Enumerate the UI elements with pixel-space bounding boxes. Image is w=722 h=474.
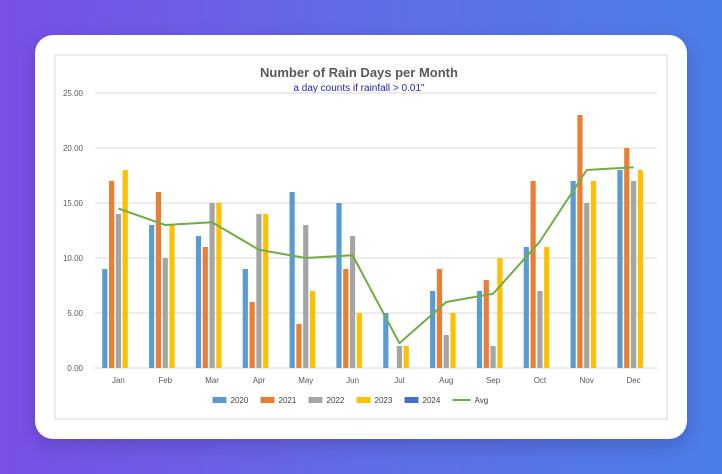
bar-2020-Apr — [242, 269, 248, 368]
chart-card: Number of Rain Days per Month a day coun… — [35, 35, 687, 439]
legend-label-2023: 2023 — [375, 396, 393, 405]
y-tick-label: 20.00 — [63, 144, 84, 153]
bar-2021-Feb — [155, 192, 162, 368]
avg-line — [118, 166, 634, 345]
bar-2022-May — [303, 225, 309, 368]
bar-2022-Jan — [115, 214, 122, 368]
bar-2020-Sep — [476, 291, 483, 368]
bar-2023-Dec — [637, 170, 643, 368]
legend-label-2021: 2021 — [279, 396, 297, 405]
x-tick-label: Apr — [253, 376, 266, 385]
rain-days-chart: Number of Rain Days per Month a day coun… — [54, 54, 668, 420]
bar-2020-Jul — [383, 313, 389, 368]
chart-title: Number of Rain Days per Month — [260, 65, 458, 80]
bar-2023-Apr — [263, 214, 269, 368]
bar-2022-Jul — [396, 346, 403, 368]
y-tick-label: 25.00 — [63, 89, 84, 98]
bar-2022-Mar — [209, 203, 215, 368]
bar-2020-Jun — [336, 203, 342, 368]
bar-2023-Nov — [590, 181, 597, 368]
legend-label-2024: 2024 — [423, 396, 441, 405]
series-line-Avg — [118, 166, 634, 345]
x-tick-label: Nov — [580, 376, 594, 385]
x-tick-label: Oct — [534, 376, 547, 385]
bar-2021-Aug — [436, 269, 443, 368]
x-tick-label: Sep — [486, 376, 501, 385]
bar-2023-Sep — [497, 258, 503, 368]
bar-2022-Dec — [630, 181, 637, 368]
legend: 2020 2021 2022 2023 2024 Avg — [212, 396, 489, 405]
bar-2021-Dec — [624, 148, 630, 368]
legend-swatch-2024 — [404, 397, 419, 403]
bars — [102, 115, 643, 368]
bar-2020-Mar — [195, 236, 202, 368]
x-tick-label: Aug — [439, 376, 453, 385]
x-tick-label: Jun — [346, 376, 359, 385]
bar-2020-Nov — [570, 181, 576, 368]
bar-2020-Feb — [149, 225, 155, 368]
legend-label-2020: 2020 — [231, 396, 249, 405]
chart-subtitle: a day counts if rainfall > 0.01" — [293, 83, 425, 94]
bar-2023-Jul — [403, 346, 409, 368]
bar-2023-Feb — [169, 225, 175, 368]
x-tick-label: Jul — [394, 376, 404, 385]
bar-2021-Apr — [249, 302, 255, 368]
bar-2023-Mar — [216, 203, 222, 368]
y-tick-label: 0.00 — [67, 364, 83, 373]
bar-2021-Mar — [202, 247, 208, 368]
x-tick-label: Dec — [626, 376, 640, 385]
bar-2021-Oct — [530, 181, 536, 368]
y-tick-label: 10.00 — [63, 254, 84, 263]
bar-2022-Jun — [349, 236, 356, 368]
bar-2020-Dec — [617, 170, 623, 368]
gridlines — [95, 92, 657, 369]
bar-2023-Oct — [544, 247, 550, 368]
plot-background — [54, 54, 668, 420]
legend-swatch-2022 — [308, 397, 323, 403]
x-tick-label: May — [298, 376, 313, 385]
bar-2021-Jan — [109, 181, 115, 368]
legend-swatch-2021 — [260, 397, 275, 403]
y-axis: 0.00 5.00 10.00 15.00 20.00 25.00 — [63, 89, 84, 373]
legend-label-2022: 2022 — [327, 396, 345, 405]
bar-2023-Aug — [450, 313, 456, 368]
bar-2020-Oct — [523, 247, 529, 368]
x-tick-label: Jan — [112, 376, 125, 385]
bar-2022-Apr — [256, 214, 262, 368]
x-tick-label: Mar — [205, 376, 219, 385]
bar-2021-Sep — [483, 280, 489, 368]
legend-swatch-2023 — [356, 397, 371, 403]
bar-2021-May — [296, 324, 302, 368]
bar-2022-Nov — [584, 203, 590, 368]
bar-2021-Nov — [577, 115, 583, 368]
bar-2023-May — [309, 291, 316, 368]
bar-2022-Oct — [537, 291, 543, 368]
legend-swatch-2020 — [212, 397, 227, 403]
legend-label-Avg: Avg — [475, 396, 489, 405]
bar-2022-Aug — [443, 335, 449, 368]
bar-2020-Aug — [430, 291, 436, 368]
x-axis: Jan Feb Mar Apr May Jun Jul Aug Sep Oct Nov Dec — [112, 376, 641, 385]
bar-2021-Jun — [343, 269, 349, 368]
y-tick-label: 15.00 — [63, 199, 84, 208]
bar-2020-May — [289, 192, 295, 368]
bar-2022-Sep — [490, 346, 496, 368]
y-tick-label: 5.00 — [67, 309, 83, 318]
bar-2023-Jan — [122, 170, 128, 368]
bar-2023-Jun — [356, 313, 362, 368]
x-tick-label: Feb — [158, 376, 172, 385]
bar-2022-Feb — [162, 258, 168, 368]
bar-2020-Jan — [102, 269, 108, 368]
